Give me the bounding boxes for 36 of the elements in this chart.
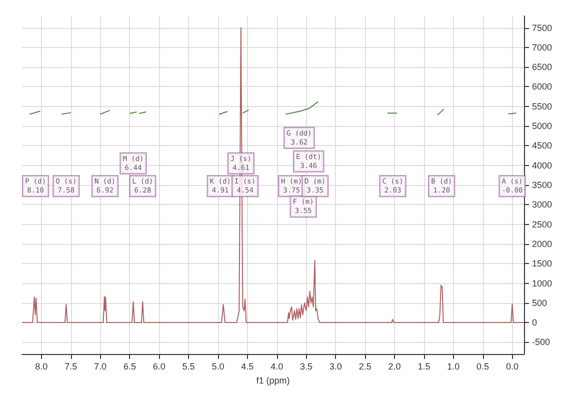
- x-tick-label: 2.5: [358, 362, 372, 372]
- y-tick-label: 3000: [532, 200, 552, 210]
- x-tick-label: 0.5: [476, 362, 490, 372]
- y-tick-label: 3500: [532, 180, 552, 190]
- x-tick-label: 4.0: [270, 362, 284, 372]
- y-tick-label: 4000: [532, 160, 552, 170]
- x-tick-label: 6.5: [123, 362, 136, 372]
- y-tick-label: 500: [532, 298, 548, 308]
- x-tick-label: 0.0: [506, 362, 518, 372]
- x-tick-label: 5.0: [212, 362, 224, 372]
- y-tick-label: 7000: [532, 42, 552, 52]
- x-tick-label: 1.0: [447, 362, 460, 372]
- y-tick-label: 6500: [532, 62, 552, 72]
- y-tick-label: 2500: [532, 219, 552, 230]
- x-tick-label: 8.0: [35, 362, 48, 372]
- x-tick-label: 5.5: [182, 362, 195, 372]
- x-tick-label: 7.5: [64, 362, 78, 372]
- y-tick-label: 2000: [532, 238, 552, 249]
- y-tick-label: 1500: [532, 258, 552, 269]
- x-axis-title: f1 (ppm): [256, 376, 290, 386]
- x-tick-label: 6.0: [152, 362, 166, 372]
- y-tick-label: 5500: [532, 101, 552, 112]
- y-tick-label: 6000: [532, 82, 552, 92]
- y-tick-label: -500: [532, 337, 550, 348]
- y-tick-label: 7500: [532, 22, 552, 33]
- x-tick-label: 7.0: [94, 362, 107, 372]
- x-tick-label: 2.0: [388, 362, 401, 372]
- x-tick-label: 3.5: [300, 362, 313, 372]
- x-tick-label: 4.5: [241, 362, 254, 372]
- line-series: [22, 27, 524, 324]
- y-tick-label: 4500: [532, 140, 552, 151]
- y-tick-label: 1000: [532, 278, 552, 288]
- x-tick-label: 1.5: [418, 362, 430, 372]
- x-tick-label: 3.0: [329, 362, 342, 372]
- y-tick-label: 5000: [532, 121, 552, 132]
- y-tick-label: 0: [532, 318, 538, 328]
